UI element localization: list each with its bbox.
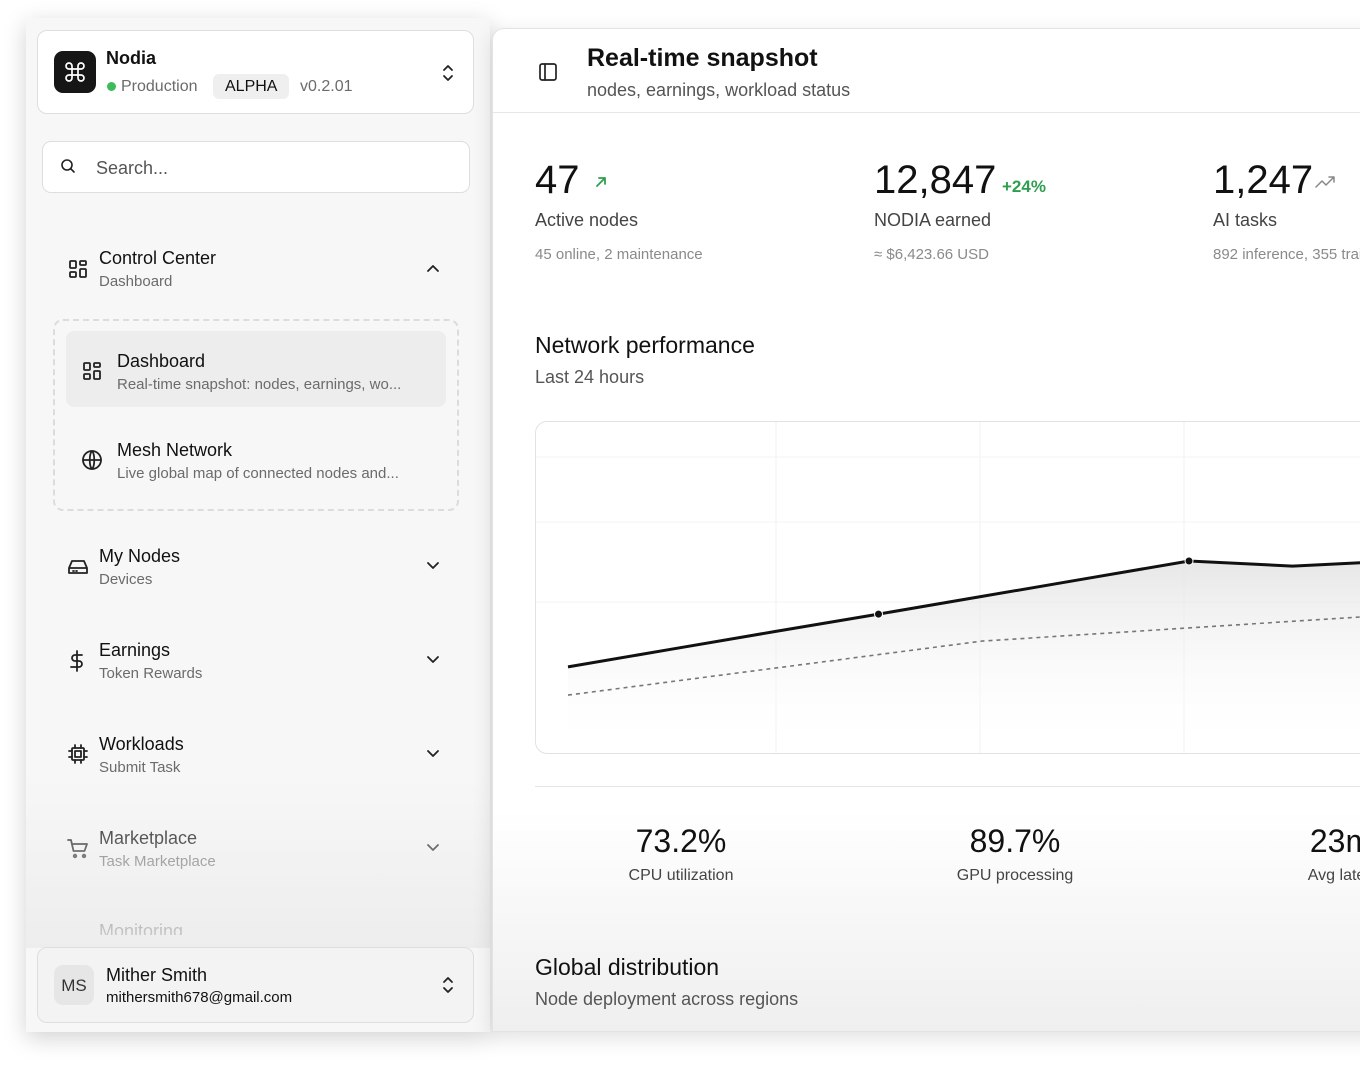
section-title: Network performance	[535, 332, 755, 358]
point	[874, 609, 883, 619]
badge: ALPHA	[225, 78, 278, 95]
avatar	[54, 965, 94, 1005]
nav-item-description: Real-time snapshot: nodes, earnings, wo.…	[117, 376, 402, 393]
environment: Production	[121, 78, 198, 95]
nav-item-title[interactable]: Dashboard	[117, 351, 206, 371]
workspace-switcher[interactable]: Nodia Production ALPHA v0.2.01	[37, 30, 474, 114]
nav-title[interactable]: My Nodes	[99, 546, 181, 566]
stat-value: 12,847	[874, 158, 997, 202]
line-secondary	[567, 616, 1360, 696]
page-subtitle: nodes, earnings, workload status	[587, 80, 851, 100]
section-subtitle: Last 24 hours	[535, 367, 645, 387]
nav-item-active[interactable]	[66, 331, 446, 407]
main-panel: Real-time snapshot nodes, earnings, work…	[492, 28, 1360, 1032]
avatar-initials: MS	[61, 976, 87, 995]
stat-detail: ≈ $6,423.66 USD	[874, 246, 989, 263]
user-menu[interactable]: MS Mither Smith mithersmith678@gmail.com	[37, 947, 474, 1023]
page-title: Real-time snapshot	[587, 44, 818, 72]
logo	[54, 51, 96, 93]
user-name: Mither Smith	[106, 965, 208, 985]
nav-title[interactable]: Marketplace	[99, 828, 198, 848]
stat-label: AI tasks	[1213, 210, 1278, 230]
divider	[535, 786, 1360, 787]
metric-value: 89.7%	[969, 823, 1061, 859]
version: v0.2.01	[300, 78, 353, 95]
sidebar: Nodia Production ALPHA v0.2.01 Search...…	[26, 18, 490, 1032]
nav-title[interactable]: Control Center	[99, 248, 217, 268]
stat-label: Active nodes	[535, 210, 639, 230]
nav-subtitle: Submit Task	[99, 759, 181, 776]
area	[568, 561, 1360, 753]
badge-bg	[213, 74, 289, 99]
section-subtitle: Node deployment across regions	[535, 989, 799, 1009]
stat-label: NODIA earned	[874, 210, 992, 230]
nav-subtitle: Devices	[99, 571, 153, 588]
section-title: Global distribution	[535, 954, 720, 980]
metric-label: CPU utilization	[628, 867, 734, 884]
metric-value: 23ms	[1309, 823, 1360, 859]
nav-title[interactable]: Earnings	[99, 640, 171, 660]
nav-title[interactable]: Workloads	[99, 734, 184, 754]
nav-subtitle: Dashboard	[99, 273, 173, 290]
stat-detail: 45 online, 2 maintenance	[535, 246, 703, 263]
search-box[interactable]: Search...	[42, 141, 470, 193]
header-divider	[493, 112, 1360, 113]
line-primary	[567, 559, 1360, 669]
point	[1184, 556, 1194, 566]
submenu: Dashboard Real-time snapshot: nodes, ear…	[53, 319, 459, 511]
search-placeholder: Search...	[96, 158, 169, 178]
metric-label: Avg latency	[1307, 867, 1360, 884]
metric-label: GPU processing	[956, 867, 1074, 884]
stat-change: +24%	[1002, 177, 1046, 196]
metric-value: 73.2%	[635, 823, 727, 859]
nav-clip: Monitoring	[26, 913, 490, 935]
nav-subtitle: Task Marketplace	[99, 853, 216, 870]
stat-value: 47	[535, 158, 580, 202]
status-dot	[107, 82, 116, 91]
chart	[536, 422, 1360, 753]
workspace-name: Nodia	[106, 48, 157, 68]
nav-item-description: Live global map of connected nodes and..…	[117, 465, 399, 482]
nav-subtitle: Token Rewards	[99, 665, 203, 682]
nav-title[interactable]: Monitoring	[99, 921, 184, 935]
stat-value: 1,247	[1213, 158, 1314, 202]
nav-item-title[interactable]: Mesh Network	[117, 440, 233, 460]
stat-detail: 892 inference, 355 training	[1213, 246, 1360, 263]
user-email: mithersmith678@gmail.com	[106, 989, 293, 1006]
chart-card	[535, 421, 1360, 754]
